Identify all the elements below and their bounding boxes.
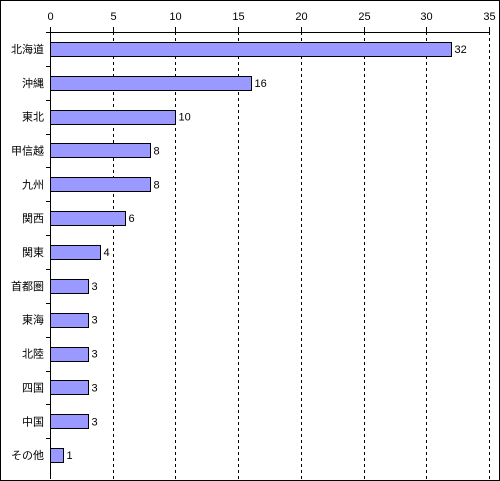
- bar: [50, 42, 452, 57]
- data-label: 1: [67, 450, 73, 462]
- x-tick-label: 25: [358, 11, 370, 23]
- data-label: 32: [455, 44, 467, 56]
- category-label: 首都圏: [11, 279, 44, 293]
- category-label: 北海道: [11, 42, 44, 56]
- category-label: 九州: [22, 178, 44, 191]
- bar: [50, 177, 151, 192]
- category-label: 関東: [22, 246, 44, 259]
- data-label: 6: [129, 213, 135, 225]
- bar: [50, 347, 89, 362]
- category-label: 東北: [22, 111, 44, 124]
- x-tick-label: 30: [420, 11, 432, 23]
- category-label: 関西: [22, 212, 44, 225]
- bar: [50, 76, 252, 91]
- x-tick-label: 35: [483, 11, 495, 23]
- bar: [50, 414, 89, 429]
- category-label: 四国: [22, 381, 44, 394]
- x-tick-label: 10: [169, 11, 181, 23]
- bar: [50, 211, 126, 226]
- data-label: 16: [255, 78, 267, 90]
- data-label: 3: [92, 349, 98, 361]
- data-label: 4: [104, 247, 110, 259]
- bar: [50, 313, 89, 328]
- category-label: 沖縄: [22, 76, 44, 90]
- data-label: 3: [92, 315, 98, 327]
- x-tick-label: 15: [232, 11, 244, 23]
- bar: [50, 448, 64, 463]
- data-label: 3: [92, 382, 98, 394]
- category-label: 北陸: [22, 348, 44, 361]
- data-label: 8: [154, 145, 160, 157]
- x-tick-label: 20: [295, 11, 307, 23]
- data-label: 3: [92, 416, 98, 428]
- bar: [50, 380, 89, 395]
- data-label: 10: [179, 112, 191, 124]
- bar: [50, 143, 151, 158]
- category-label: その他: [11, 449, 44, 462]
- x-tick-label: 5: [110, 11, 116, 23]
- category-label: 甲信越: [11, 143, 44, 157]
- bar: [50, 279, 89, 294]
- category-label: 東海: [22, 313, 44, 327]
- bar: [50, 245, 101, 260]
- category-label: 中国: [22, 415, 44, 428]
- data-label: 3: [92, 281, 98, 293]
- x-tick-label: 0: [47, 11, 53, 23]
- data-label: 8: [154, 179, 160, 191]
- bar: [50, 110, 176, 125]
